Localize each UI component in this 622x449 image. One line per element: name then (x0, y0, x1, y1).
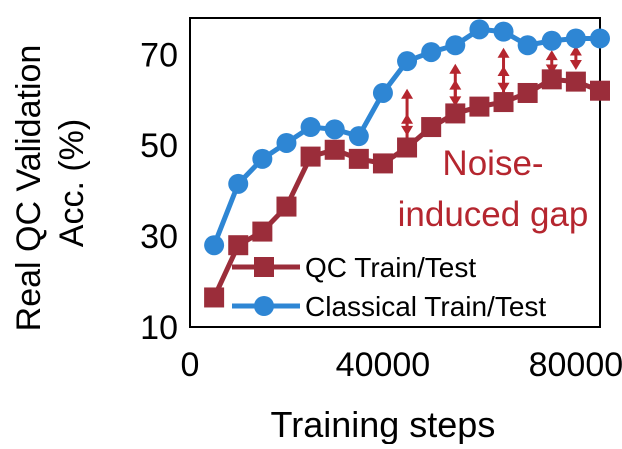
series-layer (204, 19, 610, 308)
data-point-classical (324, 119, 345, 140)
y-tick-label: 70 (140, 36, 178, 74)
data-point-classical (300, 117, 321, 138)
gap-arrow-head-up (449, 79, 462, 90)
y-tick-label: 30 (140, 218, 178, 256)
data-point-qc (252, 221, 273, 242)
data-point-classical (565, 28, 586, 49)
data-point-classical (372, 82, 393, 103)
gap-arrow (569, 45, 582, 70)
gap-arrow-head-up (449, 63, 462, 74)
y-axis-label-line-2: Acc. (%) (53, 119, 91, 247)
legend-label: QC Train/Test (305, 252, 476, 283)
gap-arrow-head-up (497, 47, 510, 58)
data-point-qc (228, 235, 249, 256)
data-point-qc (300, 146, 321, 167)
x-axis-label: Training steps (271, 404, 496, 444)
data-point-qc (517, 82, 538, 103)
legend: QC Train/Test Classical Train/Test (232, 252, 546, 322)
x-tick-label: 40000 (336, 346, 431, 384)
data-point-qc (565, 71, 586, 92)
y-tick-label: 10 (140, 309, 178, 347)
y-tick-label: 50 (140, 127, 178, 165)
data-point-classical (493, 21, 514, 42)
data-point-classical (421, 42, 442, 63)
gap-arrow-head-down (569, 59, 582, 70)
gap-arrow-head-up (401, 88, 414, 99)
legend-label: Classical Train/Test (305, 291, 546, 322)
data-point-classical (348, 126, 369, 147)
data-point-classical (445, 35, 466, 56)
data-point-qc (276, 196, 297, 217)
data-point-classical (517, 35, 538, 56)
gap-arrow-head-up (401, 113, 414, 124)
y-axis-label-line-1: Real QC Validation (10, 45, 48, 332)
gap-arrow-head-up (497, 65, 510, 76)
gap-arrow-head-up (569, 45, 582, 56)
data-point-classical (590, 28, 610, 49)
data-point-qc (469, 96, 490, 117)
legend-item: QC Train/Test (232, 252, 476, 283)
data-point-classical (469, 19, 490, 40)
data-point-classical (252, 148, 273, 169)
legend-marker-square (254, 257, 274, 277)
data-point-qc (204, 287, 225, 308)
data-point-classical (541, 30, 562, 51)
data-point-qc (421, 117, 442, 138)
axes (189, 17, 601, 328)
data-point-qc (445, 103, 466, 124)
data-point-classical (228, 173, 249, 194)
data-point-qc (348, 148, 369, 169)
x-tick-label: 0 (181, 346, 200, 384)
data-point-qc (397, 137, 418, 158)
data-point-qc (590, 80, 610, 101)
annotation-text-line-2: induced gap (398, 195, 589, 234)
tick-labels: 10 30 50 70 0 40000 80000 (140, 36, 622, 384)
legend-marker-circle (254, 296, 274, 316)
data-point-classical (276, 132, 297, 153)
plot-frame (189, 17, 601, 328)
data-point-classical (397, 51, 418, 72)
legend-item: Classical Train/Test (232, 291, 546, 322)
data-point-qc (493, 92, 514, 113)
data-point-qc (372, 153, 393, 174)
data-point-classical (204, 235, 225, 256)
annotation-text-line-1: Noise- (442, 144, 543, 183)
gap-arrow-head-up (545, 50, 558, 61)
data-point-qc (541, 69, 562, 90)
data-point-qc (324, 139, 345, 160)
x-tick-label: 80000 (529, 346, 622, 384)
